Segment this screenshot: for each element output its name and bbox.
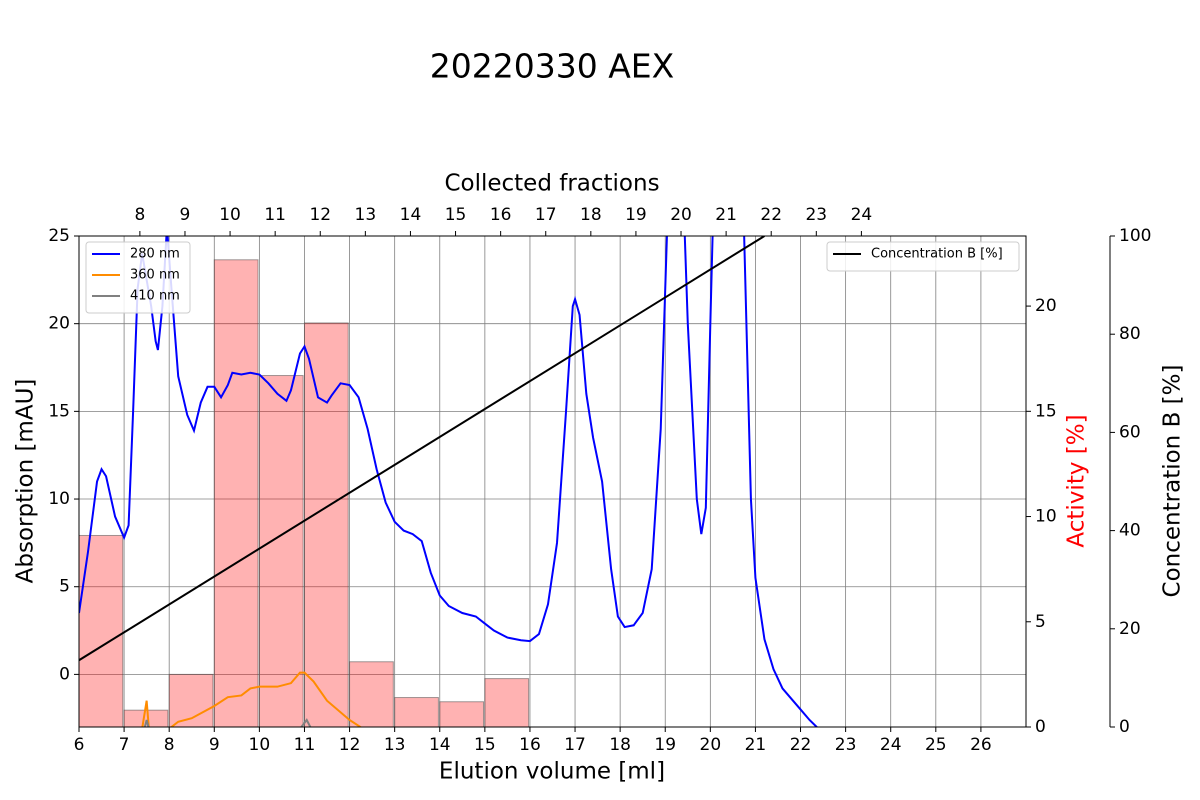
y3-tick-label: 80 (1119, 324, 1141, 344)
x-tick-label: 13 (384, 735, 406, 755)
x-tick-label: 23 (835, 735, 857, 755)
legend-label: 280 nm (130, 247, 180, 262)
x2-tick-label: 12 (309, 205, 331, 225)
x2-tick-label: 8 (134, 205, 145, 225)
x2-tick-label: 13 (355, 205, 377, 225)
y3-tick-label: 20 (1119, 619, 1141, 639)
x2-tick-label: 9 (180, 205, 191, 225)
y3-tick-label: 100 (1119, 226, 1151, 246)
y3-tick-label: 40 (1119, 521, 1141, 541)
x2-tick-label: 21 (715, 205, 737, 225)
x2-tick-label: 14 (400, 205, 422, 225)
y2-tick-label: 0 (1035, 717, 1046, 737)
y-tick-label: 20 (48, 314, 70, 334)
activity-bar (213, 259, 259, 727)
x2-tick-label: 23 (805, 205, 827, 225)
x-tick-label: 7 (119, 735, 130, 755)
x2-tick-label: 10 (219, 205, 241, 225)
x2-tick-label: 11 (264, 205, 286, 225)
x2-axis-label: Collected fractions (444, 171, 659, 197)
concentration-line (79, 236, 765, 662)
x-tick-label: 15 (474, 735, 496, 755)
x-tick-label: 18 (609, 735, 631, 755)
x-tick-label: 10 (249, 735, 271, 755)
activity-bar (439, 701, 485, 727)
x-tick-label: 17 (564, 735, 586, 755)
x2-tick-label: 17 (535, 205, 557, 225)
series-line (79, 236, 819, 727)
chart-title: 20220330 AEX (430, 47, 675, 86)
x-tick-label: 14 (429, 735, 451, 755)
x-tick-label: 19 (654, 735, 676, 755)
legend-box (826, 241, 1020, 272)
x2-tick-label: 18 (580, 205, 602, 225)
y2-tick-label: 5 (1035, 612, 1046, 632)
y-tick-label: 10 (48, 489, 70, 509)
x-tick-label: 22 (790, 735, 812, 755)
x2-tick-label: 22 (760, 205, 782, 225)
legend-label: Concentration B [%] (871, 247, 1003, 262)
series-line (143, 718, 312, 727)
x2-tick-label: 20 (670, 205, 692, 225)
activity-bar (394, 697, 439, 727)
x2-tick-label: 16 (490, 205, 512, 225)
activity-bar (484, 678, 530, 727)
x-tick-label: 20 (700, 735, 722, 755)
y-axis-label: Absorption [mAU] (13, 379, 39, 584)
x-tick-label: 6 (74, 735, 85, 755)
y2-tick-label: 20 (1035, 296, 1057, 316)
x-tick-label: 12 (339, 735, 361, 755)
plot-area (79, 236, 819, 727)
x-tick-label: 9 (209, 735, 220, 755)
y-tick-label: 5 (59, 577, 70, 597)
x-axis-label: Elution volume [ml] (439, 759, 665, 785)
legend-label: 360 nm (130, 268, 180, 283)
y2-axis-label: Activity [%] (1064, 414, 1090, 547)
y-tick-label: 25 (48, 226, 70, 246)
y-tick-label: 15 (48, 401, 70, 421)
activity-bar (349, 661, 394, 727)
activity-bar (303, 322, 349, 727)
y3-tick-label: 60 (1119, 422, 1141, 442)
plot-frame (78, 235, 1027, 728)
x-tick-label: 24 (880, 735, 902, 755)
y-tick-label: 0 (59, 664, 70, 684)
activity-bar (258, 375, 304, 727)
y3-axis-label: Concentration B [%] (1160, 365, 1186, 598)
y3-tick-label: 0 (1119, 717, 1130, 737)
x2-tick-label: 24 (851, 205, 873, 225)
x-tick-label: 11 (294, 735, 316, 755)
y2-tick-label: 10 (1035, 507, 1057, 527)
y2-tick-label: 15 (1035, 401, 1057, 421)
x-tick-label: 8 (164, 735, 175, 755)
x2-tick-label: 15 (445, 205, 467, 225)
x-tick-label: 26 (970, 735, 992, 755)
series-line (141, 671, 363, 727)
x-tick-label: 21 (745, 735, 767, 755)
x-tick-label: 25 (925, 735, 947, 755)
legend-label: 410 nm (130, 289, 180, 304)
x2-tick-label: 19 (625, 205, 647, 225)
x-tick-label: 16 (519, 735, 541, 755)
